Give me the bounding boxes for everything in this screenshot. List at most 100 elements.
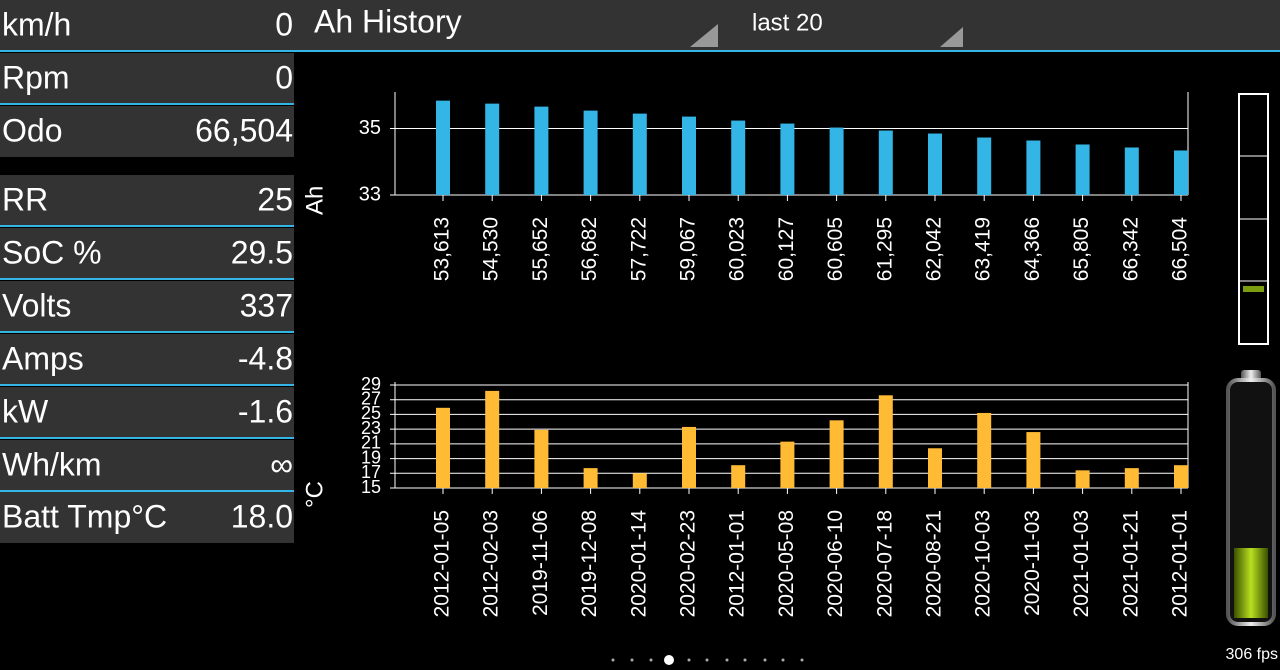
x-tick-label: 2020-05-08 <box>775 510 798 617</box>
bar <box>583 468 598 488</box>
y-tick-label: 33 <box>359 183 381 205</box>
x-tick-label: 2021-01-03 <box>1070 510 1093 617</box>
row-label: km/h <box>2 6 71 42</box>
row-value: -1.6 <box>238 393 293 429</box>
x-tick-label: 65,805 <box>1070 217 1093 281</box>
bar <box>485 103 500 195</box>
x-tick-label: 2020-10-03 <box>972 510 995 617</box>
x-tick-label: 53,613 <box>431 217 454 281</box>
bar <box>731 465 746 488</box>
bar <box>1174 150 1188 195</box>
y-tick-label: 23 <box>361 418 381 438</box>
bar <box>534 106 549 195</box>
bar <box>928 448 942 488</box>
row-value: ∞ <box>270 446 293 482</box>
row-label: Batt Tmp°C <box>2 498 167 534</box>
bar <box>1026 432 1041 488</box>
x-tick-label: 2020-02-23 <box>677 510 700 617</box>
bar <box>829 127 844 195</box>
x-tick-label: 2021-01-21 <box>1119 510 1142 617</box>
row-label: Rpm <box>2 59 70 95</box>
bar <box>878 395 893 488</box>
row-value: 25 <box>257 181 293 217</box>
row-bg <box>0 387 294 438</box>
row-bg <box>0 334 294 385</box>
fps: 306 fps <box>1226 646 1278 663</box>
row-bg <box>0 53 294 104</box>
row-bg <box>0 281 294 332</box>
bar <box>977 412 992 488</box>
y-tick-label: 15 <box>361 477 381 497</box>
bar <box>632 113 647 195</box>
x-tick-label: 2020-08-21 <box>923 510 946 617</box>
x-tick-label: 57,722 <box>627 217 650 281</box>
bar <box>583 110 598 195</box>
bar <box>1075 470 1090 488</box>
y-tick-label: 19 <box>361 447 381 467</box>
bar <box>878 130 893 195</box>
bar <box>928 133 942 195</box>
x-tick-label: 54,530 <box>480 217 503 281</box>
row-value: 337 <box>240 287 293 323</box>
x-tick-label: 2020-06-10 <box>824 510 847 617</box>
row-value: 18.0 <box>231 498 293 534</box>
row-bg <box>0 175 294 226</box>
row-value: 66,504 <box>195 112 293 148</box>
row-value: -4.8 <box>238 340 293 376</box>
row-value: 29.5 <box>231 234 293 270</box>
x-tick-label: 62,042 <box>923 217 946 281</box>
bar <box>1124 147 1139 195</box>
bar <box>436 100 450 195</box>
y-axis-title: Ah <box>301 186 328 215</box>
row-bg <box>0 0 294 51</box>
x-tick-label: 2012-01-05 <box>431 510 454 617</box>
y-tick-label: 21 <box>361 433 381 453</box>
range-select[interactable]: last 20 <box>752 9 823 36</box>
x-tick-label: 60,127 <box>775 217 798 281</box>
bar <box>485 390 500 488</box>
row-label: Volts <box>2 287 71 323</box>
row-label: RR <box>2 181 48 217</box>
x-tick-label: 2020-01-14 <box>627 510 650 618</box>
x-tick-label: 2019-12-08 <box>578 510 601 617</box>
x-tick-label: 56,682 <box>578 217 601 281</box>
header-bar <box>294 0 1280 50</box>
x-tick-label: 66,342 <box>1119 217 1142 281</box>
row-label: Amps <box>2 340 84 376</box>
x-tick-label: 2012-01-01 <box>1169 510 1192 617</box>
bar <box>534 429 549 488</box>
x-tick-label: 59,067 <box>677 217 700 281</box>
y-tick-label: 17 <box>361 462 381 482</box>
bar <box>780 123 795 195</box>
y-tick-label: 29 <box>361 374 381 394</box>
bar <box>632 473 647 488</box>
row-bg <box>0 492 294 543</box>
row-value: 0 <box>275 59 293 95</box>
row-value: 0 <box>275 6 293 42</box>
y-tick-label: 27 <box>361 388 381 408</box>
row-label: Odo <box>2 112 62 148</box>
bar <box>829 420 844 488</box>
bar <box>1075 144 1090 195</box>
x-tick-label: 2012-01-01 <box>726 510 749 617</box>
bar <box>977 137 992 195</box>
x-tick-label: 66,504 <box>1169 217 1192 282</box>
x-tick-label: 2020-07-18 <box>873 510 896 617</box>
spinner-arrow <box>940 27 963 47</box>
x-tick-label: 2012-02-03 <box>480 510 503 617</box>
page-dots <box>611 655 804 665</box>
row-label: Wh/km <box>2 446 102 482</box>
header-title[interactable]: Ah History <box>314 3 462 39</box>
bar <box>682 116 696 195</box>
bar <box>436 407 450 488</box>
gauge <box>1238 93 1269 345</box>
battery-icon <box>1226 370 1276 626</box>
bar <box>1174 465 1188 488</box>
x-tick-label: 55,652 <box>529 217 552 281</box>
row-bg <box>0 106 294 157</box>
x-tick-label: 60,023 <box>726 217 749 281</box>
x-tick-label: 64,366 <box>1021 217 1044 281</box>
x-tick-label: 63,419 <box>972 217 995 281</box>
bar <box>731 120 746 195</box>
